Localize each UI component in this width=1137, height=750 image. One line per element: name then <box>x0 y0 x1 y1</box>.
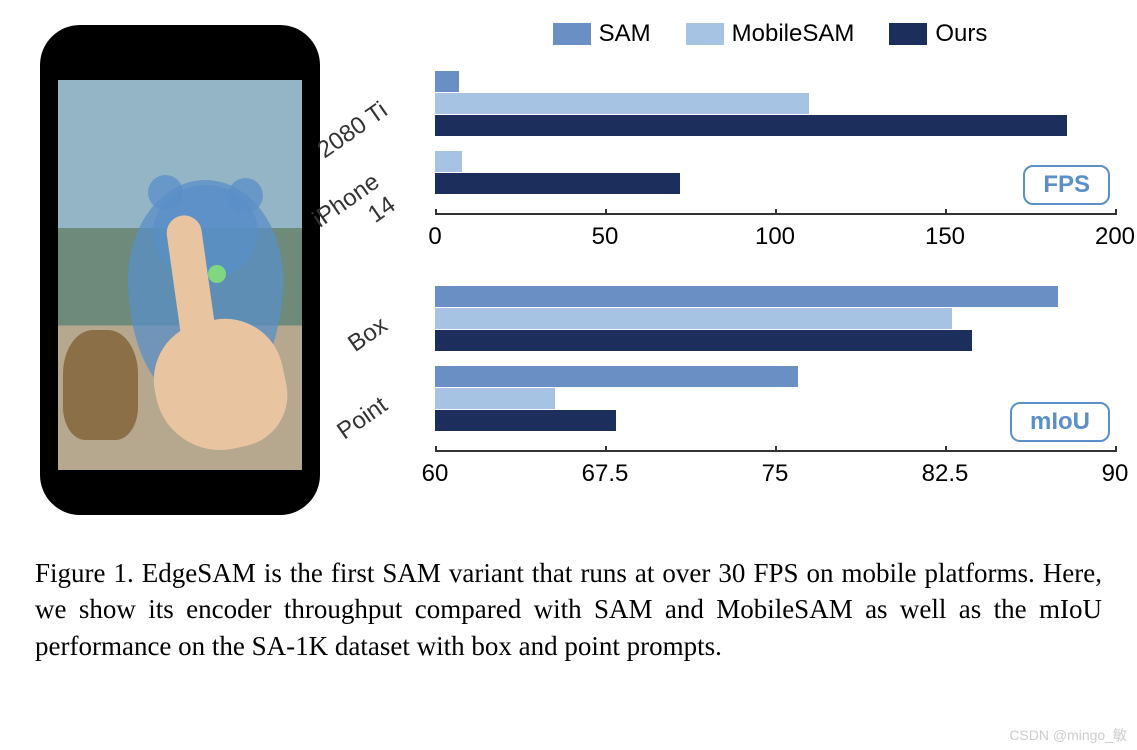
badge-miou: mIoU <box>1010 402 1110 442</box>
bar <box>435 366 798 387</box>
caption-text: EdgeSAM is the first SAM variant that ru… <box>35 558 1102 661</box>
bar <box>435 330 972 351</box>
x-tick <box>945 209 947 215</box>
bear-ear-overlay <box>148 175 183 210</box>
bar <box>435 71 459 92</box>
bar <box>435 286 1058 307</box>
x-label: 75 <box>762 460 789 488</box>
legend-swatch <box>553 23 591 45</box>
figure-caption: Figure 1. EdgeSAM is the first SAM varia… <box>30 555 1107 664</box>
x-tick <box>775 446 777 452</box>
hand-illustration <box>125 220 325 500</box>
x-label: 82.5 <box>922 460 969 488</box>
chart-area: mIoU BoxPoint <box>435 278 1115 450</box>
x-axis: 050100150200 <box>435 213 1115 248</box>
bar <box>435 115 1067 136</box>
bar <box>435 93 809 114</box>
x-label: 0 <box>428 223 441 251</box>
x-axis: 6067.57582.590 <box>435 450 1115 485</box>
x-label: 150 <box>925 223 965 251</box>
bar <box>435 173 680 194</box>
badge-fps: FPS <box>1023 165 1110 205</box>
chart-fps: FPS 2080 TiiPhone 14 050100150200 <box>365 63 1115 248</box>
legend-item-ours: Ours <box>889 20 987 48</box>
legend-swatch <box>686 23 724 45</box>
x-tick <box>435 446 437 452</box>
x-tick <box>1115 446 1117 452</box>
x-label: 67.5 <box>582 460 629 488</box>
x-tick <box>435 209 437 215</box>
x-tick <box>945 446 947 452</box>
legend-label: SAM <box>599 20 651 48</box>
legend-item-sam: SAM <box>553 20 651 48</box>
touch-point-dot <box>208 265 226 283</box>
bar <box>435 151 462 172</box>
x-label: 90 <box>1102 460 1129 488</box>
bar <box>435 410 616 431</box>
x-tick <box>605 446 607 452</box>
legend-label: MobileSAM <box>732 20 855 48</box>
legend-swatch <box>889 23 927 45</box>
x-tick <box>605 209 607 215</box>
x-label: 60 <box>422 460 449 488</box>
top-section: SAM MobileSAM Ours FPS 2080 TiiPhone 14 … <box>30 20 1107 520</box>
x-tick <box>1115 209 1117 215</box>
x-tick <box>775 209 777 215</box>
x-label: 200 <box>1095 223 1135 251</box>
bar <box>435 308 952 329</box>
caption-prefix: Figure 1. <box>35 558 134 588</box>
bar <box>435 388 555 409</box>
legend: SAM MobileSAM Ours <box>425 20 1115 48</box>
x-label: 50 <box>592 223 619 251</box>
palm-shape <box>143 308 297 462</box>
x-label: 100 <box>755 223 795 251</box>
charts-section: SAM MobileSAM Ours FPS 2080 TiiPhone 14 … <box>355 20 1115 520</box>
chart-miou: mIoU BoxPoint 6067.57582.590 <box>365 278 1115 485</box>
chart-area: FPS 2080 TiiPhone 14 <box>435 63 1115 213</box>
watermark: CSDN @mingo_敏 <box>1009 725 1127 745</box>
figure-container: SAM MobileSAM Ours FPS 2080 TiiPhone 14 … <box>0 0 1137 684</box>
legend-item-mobilesam: MobileSAM <box>686 20 855 48</box>
legend-label: Ours <box>935 20 987 48</box>
bear-ear-overlay <box>228 178 263 213</box>
phone-illustration <box>30 20 335 520</box>
